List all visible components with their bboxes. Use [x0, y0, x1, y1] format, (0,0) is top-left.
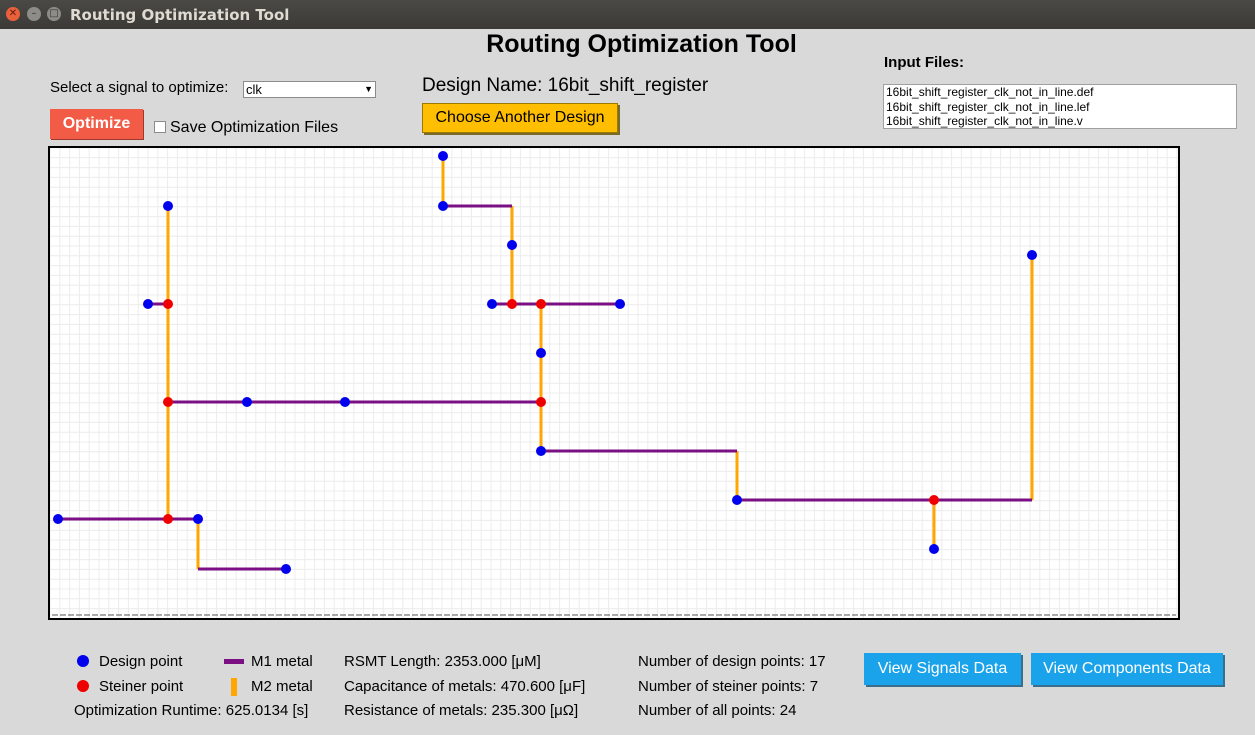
input-files-label: Input Files:	[884, 54, 964, 71]
save-files-checkbox[interactable]	[154, 121, 166, 133]
capacitance-of-metals: Capacitance of metals: 470.600 [μF]	[344, 678, 586, 695]
window-minimize-icon[interactable]: –	[27, 7, 41, 21]
design-point	[438, 151, 448, 161]
legend-m2-metal: M2 metal	[251, 678, 313, 695]
design-point	[536, 446, 546, 456]
signal-select[interactable]: clk ▼	[243, 81, 376, 98]
legend-design-point: Design point	[99, 653, 183, 670]
window-title: Routing Optimization Tool	[70, 6, 290, 24]
design-point	[438, 201, 448, 211]
signal-select-label: Select a signal to optimize:	[50, 79, 229, 96]
resistance-of-metals: Resistance of metals: 235.300 [μΩ]	[344, 702, 579, 719]
steiner-point-legend-icon	[77, 680, 89, 692]
view-signals-button[interactable]: View Signals Data	[864, 653, 1021, 685]
steiner-points-count: Number of steiner points: 7	[638, 678, 819, 695]
rsmt-length: RSMT Length: 2353.000 [μM]	[344, 653, 541, 670]
grid	[50, 148, 1178, 618]
legend-steiner-point: Steiner point	[99, 678, 184, 695]
design-point	[340, 397, 350, 407]
steiner-point	[536, 299, 546, 309]
optimize-button[interactable]: Optimize	[50, 109, 143, 139]
input-file-item: 16bit_shift_register_clk_not_in_line.def	[886, 85, 1094, 99]
design-point	[193, 514, 203, 524]
design-point	[615, 299, 625, 309]
app-title: Routing Optimization Tool	[486, 30, 797, 58]
design-point	[163, 201, 173, 211]
dropdown-arrow-icon: ▼	[364, 84, 373, 94]
all-points-count: Number of all points: 24	[638, 702, 797, 719]
routing-plot	[50, 148, 1178, 618]
design-name: Design Name: 16bit_shift_register	[422, 75, 709, 96]
design-point	[507, 240, 517, 250]
design-point	[143, 299, 153, 309]
signal-select-value: clk	[246, 82, 262, 97]
steiner-point	[929, 495, 939, 505]
routing-canvas[interactable]	[48, 146, 1180, 620]
steiner-point	[163, 299, 173, 309]
design-point	[281, 564, 291, 574]
steiner-point	[507, 299, 517, 309]
input-files-list[interactable]: 16bit_shift_register_clk_not_in_line.def…	[883, 84, 1237, 129]
design-points-count: Number of design points: 17	[638, 653, 826, 670]
optimization-runtime: Optimization Runtime: 625.0134 [s]	[74, 702, 309, 719]
design-point	[536, 348, 546, 358]
steiner-point	[163, 514, 173, 524]
legend-m1-metal: M1 metal	[251, 653, 313, 670]
window-maximize-icon[interactable]: □	[47, 7, 61, 21]
design-point-legend-icon	[77, 655, 89, 667]
design-point	[929, 544, 939, 554]
design-point	[242, 397, 252, 407]
window-titlebar: ✕ – □ Routing Optimization Tool	[0, 0, 1255, 29]
steiner-point	[536, 397, 546, 407]
choose-design-button[interactable]: Choose Another Design	[422, 103, 618, 133]
m1-metal-legend-icon	[224, 659, 244, 664]
design-point	[1027, 250, 1037, 260]
save-files-label: Save Optimization Files	[170, 119, 339, 136]
design-point	[732, 495, 742, 505]
steiner-point	[163, 397, 173, 407]
m2-metal-legend-icon	[231, 678, 237, 696]
view-components-button[interactable]: View Components Data	[1031, 653, 1223, 685]
design-point	[487, 299, 497, 309]
window-close-icon[interactable]: ✕	[6, 7, 20, 21]
input-file-item: 16bit_shift_register_clk_not_in_line.v	[886, 114, 1083, 128]
design-point	[53, 514, 63, 524]
input-file-item: 16bit_shift_register_clk_not_in_line.lef	[886, 99, 1090, 114]
